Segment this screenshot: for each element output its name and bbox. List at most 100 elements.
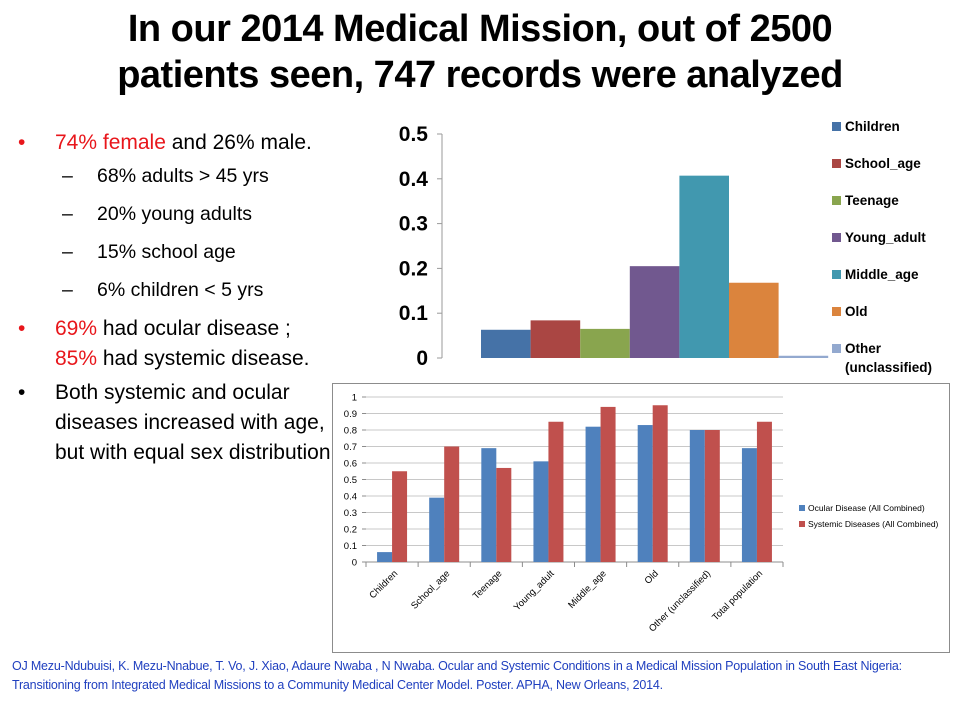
legend-label: Ocular Disease (All Combined) xyxy=(808,503,925,513)
bar-children xyxy=(481,329,531,358)
bar-systemic xyxy=(652,405,668,562)
bar-ocular xyxy=(481,448,497,562)
y-tick-label: 0.7 xyxy=(344,442,357,453)
bullet-list: • 74% female and 26% male. – 68% adults > 4… xyxy=(18,128,338,472)
bullet-text: 85% xyxy=(55,347,98,370)
bar-systemic xyxy=(756,421,772,562)
legend-label: Other xyxy=(845,341,882,356)
bullet-text: 74% female xyxy=(55,131,166,154)
bullet-text: 6% children < 5 yrs xyxy=(97,279,264,301)
y-tick-label: 0.6 xyxy=(344,459,357,470)
citation: OJ Mezu-Ndubuisi, K. Mezu-Nnabue, T. Vo,… xyxy=(12,659,902,692)
legend-label: Middle_age xyxy=(845,267,919,282)
bar-ocular xyxy=(741,448,757,562)
x-tick-label: Total population xyxy=(710,568,765,623)
legend-label: Teenage xyxy=(845,193,899,208)
legend-swatch-icon xyxy=(832,122,841,131)
bar-ocular xyxy=(377,552,393,562)
bar-middle-age xyxy=(679,175,729,358)
age-distribution-chart-svg: 0 0.1 0.2 0.3 0.4 0.5 Children School_age Teenag… xyxy=(399,119,932,375)
bullet-dash-icon: – xyxy=(62,165,73,187)
legend-label: Children xyxy=(845,119,900,134)
slide-title: In our 2014 Medical Mission, out of 2500… xyxy=(0,6,960,98)
legend-swatch-icon xyxy=(832,159,841,168)
bar-systemic xyxy=(444,446,460,562)
bullet-dash-icon: – xyxy=(62,279,73,301)
legend-swatch-icon xyxy=(832,307,841,316)
x-tick-label: Old xyxy=(643,568,661,586)
y-tick-label: 1 xyxy=(352,393,357,404)
x-tick-label: Middle_age xyxy=(566,568,609,611)
y-tick-label: 0 xyxy=(416,347,428,370)
bar-teenage xyxy=(580,328,630,358)
bar-ocular xyxy=(637,425,653,562)
y-tick-label: 0.4 xyxy=(399,168,429,191)
bullet-text: 15% school age xyxy=(97,241,236,263)
slide-title-line-1: In our 2014 Medical Mission, out of 2500 xyxy=(127,8,833,50)
bar-old xyxy=(729,282,779,358)
x-tick-label: Children xyxy=(367,568,400,601)
bar-ocular xyxy=(689,430,705,562)
bullet-dot-icon: • xyxy=(18,131,26,154)
y-tick-label: 0.9 xyxy=(344,409,357,420)
legend-label: (unclassified) xyxy=(845,360,932,375)
bullet-text: Both systemic and ocular diseases increa… xyxy=(55,381,337,464)
bar-school-age xyxy=(530,320,581,358)
legend-swatch-icon xyxy=(832,196,841,205)
bullet-text: had ocular disease ; xyxy=(97,317,291,340)
bar-ocular xyxy=(533,461,549,562)
bullet-text: had systemic disease. xyxy=(97,347,310,370)
bar-systemic xyxy=(600,406,616,562)
y-tick-label: 0 xyxy=(352,558,357,569)
y-tick-label: 0.4 xyxy=(344,492,357,503)
bullet-item: • 69% had ocular disease ; 85% had system… xyxy=(18,314,338,374)
y-tick-label: 0.8 xyxy=(344,426,357,437)
legend-label: Systemic Diseases (All Combined) xyxy=(808,519,939,529)
legend-swatch-icon xyxy=(832,233,841,242)
y-tick-label: 0.3 xyxy=(399,213,428,236)
bar-ocular xyxy=(429,497,445,562)
bar-systemic xyxy=(704,430,720,562)
bullet-dot-icon: • xyxy=(18,381,26,404)
legend-swatch-icon xyxy=(832,344,841,353)
x-tick-label: Young_adult xyxy=(512,568,557,613)
legend-label: School_age xyxy=(845,156,921,171)
y-tick-label: 0.5 xyxy=(344,475,357,486)
sub-bullet-item: – 68% adults > 45 yrs xyxy=(18,162,338,190)
bullet-text: 20% young adults xyxy=(97,203,253,225)
sub-bullet-item: – 20% young adults xyxy=(18,200,338,228)
y-tick-label: 0.2 xyxy=(399,257,428,280)
bar-systemic xyxy=(548,421,564,562)
age-distribution-chart: 0 0.1 0.2 0.3 0.4 0.5 Children School_age Teenag… xyxy=(380,115,960,385)
bullet-text: 68% adults > 45 yrs xyxy=(97,165,269,187)
legend-swatch-icon xyxy=(799,505,805,511)
legend-swatch-icon xyxy=(832,270,841,279)
sub-bullet-item: – 6% children < 5 yrs xyxy=(18,276,338,304)
bullet-item: • 74% female and 26% male. xyxy=(18,128,338,158)
sub-bullet-item: – 15% school age xyxy=(18,238,338,266)
y-tick-label: 0.2 xyxy=(344,525,357,536)
legend-label: Old xyxy=(845,304,868,319)
disease-prevalence-chart-svg: 0 0.1 0.2 0.3 0.4 0.5 0.6 0.7 0.8 0.9 1 Children Sch… xyxy=(344,393,939,635)
bullet-dash-icon: – xyxy=(62,203,73,225)
bar-other-unclassified- xyxy=(778,355,829,358)
x-tick-label: School_age xyxy=(409,568,452,611)
bar-systemic xyxy=(496,467,512,562)
bullet-text: and 26% male. xyxy=(165,131,312,154)
disease-prevalence-chart: 0 0.1 0.2 0.3 0.4 0.5 0.6 0.7 0.8 0.9 1 Children Sch… xyxy=(332,383,950,653)
y-tick-label: 0.5 xyxy=(399,123,429,146)
bullet-dot-icon: • xyxy=(18,317,26,340)
slide-title-line-2: patients seen, 747 records were analyzed xyxy=(117,54,843,96)
bullet-item: • Both systemic and ocular diseases incre… xyxy=(18,378,338,468)
x-tick-label: Teenage xyxy=(471,568,505,602)
bullet-dash-icon: – xyxy=(62,241,73,263)
y-tick-label: 0.1 xyxy=(399,302,429,325)
legend-swatch-icon xyxy=(799,521,805,527)
y-tick-label: 0.1 xyxy=(344,541,357,552)
bar-ocular xyxy=(585,426,601,562)
y-tick-label: 0.3 xyxy=(344,508,357,519)
bar-young-adult xyxy=(629,266,680,358)
legend-label: Young_adult xyxy=(845,230,926,245)
bullet-text: 69% xyxy=(55,317,98,340)
bar-systemic xyxy=(392,471,408,562)
